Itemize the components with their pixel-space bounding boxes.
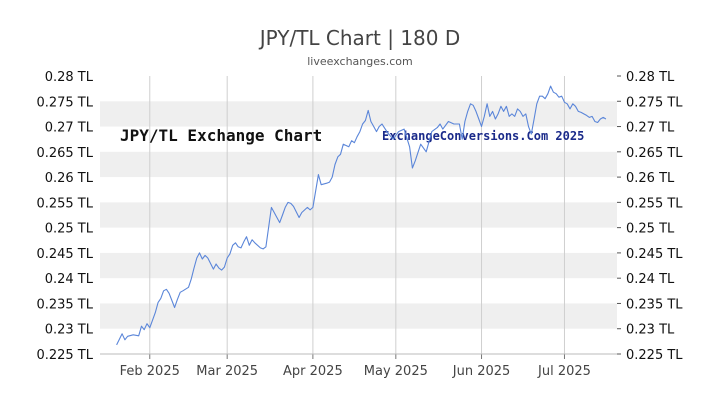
y-tick-label-left: 0.225 TL bbox=[36, 348, 93, 363]
y-tick-label-right: 0.24 TL bbox=[626, 272, 675, 287]
grid-band bbox=[100, 252, 617, 279]
y-tick-label-right: 0.245 TL bbox=[626, 247, 683, 262]
y-tick-label-left: 0.28 TL bbox=[45, 70, 94, 85]
y-tick-label-left: 0.24 TL bbox=[45, 272, 94, 287]
x-tick-label: Feb 2025 bbox=[120, 364, 180, 379]
y-tick-label-left: 0.255 TL bbox=[36, 196, 93, 211]
x-axis: Feb 2025 Mar 2025 Apr 2025 May 2025 Jun 2025… bbox=[120, 354, 591, 379]
x-tick-label: Jul 2025 bbox=[537, 364, 591, 379]
y-tick-label-right: 0.28 TL bbox=[626, 70, 675, 85]
y-tick-label-right: 0.225 TL bbox=[626, 348, 683, 363]
watermark-right: ExchangeConversions.Com 2025 bbox=[382, 129, 584, 143]
y-tick-label-left: 0.275 TL bbox=[36, 95, 93, 110]
y-tick-label-right: 0.27 TL bbox=[626, 121, 675, 136]
x-tick-label: Mar 2025 bbox=[196, 364, 258, 379]
grid-band bbox=[100, 202, 617, 228]
grid-band bbox=[100, 151, 617, 178]
x-tick-label: Jun 2025 bbox=[452, 364, 511, 379]
y-tick-label-left: 0.235 TL bbox=[36, 297, 93, 312]
y-axis-right: 0.28 TL 0.275 TL 0.27 TL 0.265 TL 0.26 TL 0.2… bbox=[617, 70, 683, 363]
y-axis-left: 0.28 TL 0.275 TL 0.27 TL 0.265 TL 0.26 TL 0.2… bbox=[36, 70, 93, 363]
y-tick-label-right: 0.265 TL bbox=[626, 146, 683, 161]
x-tick-label: May 2025 bbox=[364, 364, 428, 379]
y-tick-label-left: 0.265 TL bbox=[36, 146, 93, 161]
y-tick-label-right: 0.23 TL bbox=[626, 323, 675, 338]
grid-band bbox=[100, 101, 617, 127]
y-tick-label-right: 0.26 TL bbox=[626, 171, 675, 186]
y-tick-label-right: 0.25 TL bbox=[626, 222, 675, 237]
page-title: JPY/TL Chart | 180 D bbox=[259, 26, 461, 50]
watermark-left: JPY/TL Exchange Chart bbox=[120, 126, 322, 145]
y-tick-label-right: 0.235 TL bbox=[626, 297, 683, 312]
background-bands bbox=[100, 101, 617, 329]
grid-band bbox=[100, 303, 617, 329]
y-tick-label-left: 0.245 TL bbox=[36, 247, 93, 262]
y-tick-label-left: 0.25 TL bbox=[45, 222, 94, 237]
vertical-gridlines bbox=[149, 76, 565, 354]
y-tick-label-left: 0.27 TL bbox=[45, 121, 94, 136]
page-subtitle: liveexchanges.com bbox=[307, 55, 413, 68]
y-tick-label-right: 0.275 TL bbox=[626, 95, 683, 110]
y-tick-label-right: 0.255 TL bbox=[626, 196, 683, 211]
y-tick-label-left: 0.26 TL bbox=[45, 171, 94, 186]
y-tick-label-left: 0.23 TL bbox=[45, 323, 94, 338]
x-tick-label: Apr 2025 bbox=[283, 364, 343, 379]
series-line bbox=[116, 85, 607, 346]
